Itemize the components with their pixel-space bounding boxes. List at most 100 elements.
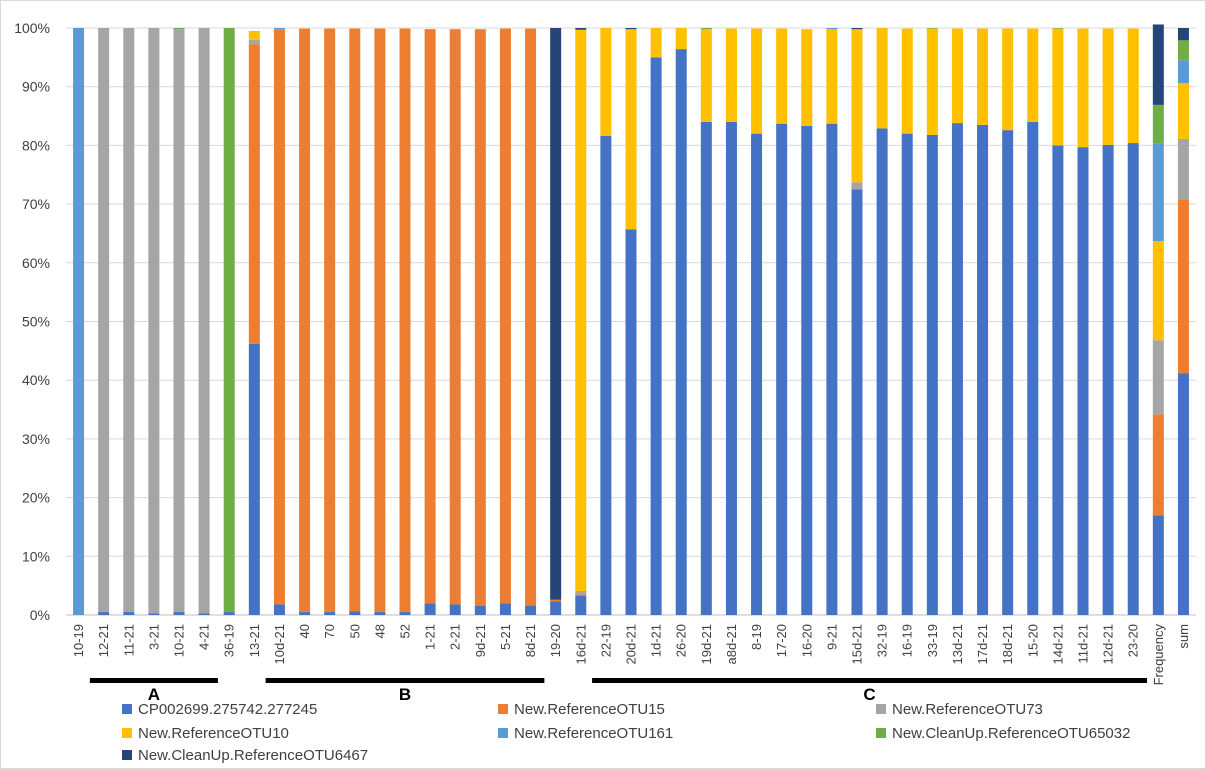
bar-segment	[273, 604, 285, 615]
x-axis: 10-19 12-21 11-21 3-21 10-21 4-21 36-19 13-21 10…	[71, 624, 1191, 686]
x-tick-label: 22-19	[598, 624, 613, 657]
x-tick-label: 10-21	[172, 624, 187, 657]
bar-segment	[223, 612, 235, 615]
group-label: A	[148, 685, 160, 704]
bar-segment	[1177, 373, 1189, 615]
bar-segment	[248, 44, 260, 344]
bar-segment	[148, 613, 160, 615]
bar-segment	[1177, 138, 1189, 200]
bar-segment	[575, 590, 587, 595]
legend-label: New.ReferenceOTU73	[892, 701, 1043, 718]
bar-segment	[751, 28, 763, 134]
bar-segment	[374, 28, 386, 613]
bar-segment	[98, 612, 110, 615]
bar-segment	[1102, 28, 1114, 145]
y-tick-label: 100%	[14, 20, 50, 36]
x-tick-label: 8-19	[749, 624, 764, 650]
bar-segment	[349, 28, 361, 612]
bar-segment	[1177, 28, 1189, 41]
bar-segment	[826, 28, 838, 30]
y-tick-label: 0%	[30, 607, 50, 623]
x-tick-label: 12-21	[96, 624, 111, 657]
bar-segment	[1152, 241, 1164, 341]
y-tick-label: 30%	[22, 431, 50, 447]
bar-segment	[675, 28, 687, 50]
bar-segment	[1177, 83, 1189, 139]
bar-segment	[1152, 515, 1164, 615]
legend-label: CP002699.275742.277245	[138, 701, 317, 718]
y-tick-label: 60%	[22, 255, 50, 271]
x-tick-label: 36-19	[222, 624, 237, 657]
bar-segment	[675, 49, 687, 615]
x-tick-label: 4-21	[197, 624, 212, 650]
bar-segment	[273, 28, 285, 30]
bar-segment	[700, 28, 712, 30]
bar-segment	[525, 28, 537, 606]
bar-segment	[248, 39, 260, 45]
bar-segment	[650, 28, 662, 58]
bar-segment	[977, 124, 989, 615]
x-tick-label: 5-21	[498, 624, 513, 650]
bar-segment	[751, 133, 763, 615]
bar-segment	[474, 605, 486, 615]
bar-segment	[1052, 28, 1064, 146]
x-tick-label: 70	[322, 624, 337, 638]
legend-label: New.ReferenceOTU161	[514, 725, 673, 742]
bar-segment	[700, 29, 712, 122]
bar-segment	[600, 28, 612, 137]
bar-segment	[1177, 40, 1189, 61]
bar-segment	[876, 128, 888, 615]
x-tick-label: 1-21	[423, 624, 438, 650]
y-tick-label: 50%	[22, 314, 50, 330]
x-tick-label: 1d-21	[649, 624, 664, 657]
bar-segment	[901, 133, 913, 615]
legend-label: New.ReferenceOTU10	[138, 725, 289, 742]
bar-segment	[1152, 143, 1164, 242]
bar-segment	[324, 28, 336, 613]
group-bracket	[265, 678, 545, 683]
bar-segment	[173, 612, 185, 615]
bar-segment	[1152, 104, 1164, 144]
bar-segment	[926, 134, 938, 616]
x-tick-label: Frequency	[1151, 624, 1166, 686]
bar-segment	[901, 28, 913, 134]
bar-segment	[951, 123, 963, 616]
bar-segment	[801, 29, 813, 127]
bar-segment	[625, 29, 637, 230]
x-tick-label: 23-20	[1126, 624, 1141, 657]
bar-segment	[926, 28, 938, 135]
x-tick-label: 48	[372, 624, 387, 638]
bars	[73, 24, 1189, 616]
bar-segment	[399, 612, 411, 615]
legend-swatch	[876, 728, 886, 738]
bar-segment	[575, 594, 587, 596]
x-tick-label: 14d-21	[1050, 624, 1065, 664]
bar-segment	[474, 29, 486, 606]
legend: CP002699.275742.277245 New.ReferenceOTU15…	[122, 701, 1130, 764]
bar-segment	[424, 603, 436, 615]
x-tick-label: 12d-21	[1101, 624, 1116, 664]
group-bracket	[89, 678, 218, 683]
bar-segment	[1127, 28, 1139, 144]
y-tick-label: 70%	[22, 196, 50, 212]
bar-segment	[1102, 144, 1114, 616]
bar-segment	[876, 28, 888, 129]
bar-segment	[550, 28, 562, 600]
bar-segment	[650, 57, 662, 616]
y-axis-ticks: 0% 10% 20% 30% 40% 50% 60% 70% 80% 90% 100%	[14, 20, 50, 623]
x-tick-label: 50	[347, 624, 362, 638]
bar-segment	[550, 601, 562, 615]
x-tick-label: 32-19	[875, 624, 890, 657]
bar-segment	[499, 28, 511, 604]
bar-segment	[148, 28, 160, 614]
x-tick-label: 19d-21	[699, 624, 714, 664]
x-tick-label: 18d-21	[1000, 624, 1015, 664]
x-tick-label: 16-19	[900, 624, 915, 657]
group-bracket	[592, 678, 1148, 683]
sample-groups: A B C	[89, 678, 1148, 704]
bar-segment	[1027, 121, 1039, 616]
bar-segment	[625, 28, 637, 30]
bar-segment	[173, 28, 185, 30]
x-tick-label: 2-21	[448, 624, 463, 650]
x-tick-label: 3-21	[146, 624, 161, 650]
